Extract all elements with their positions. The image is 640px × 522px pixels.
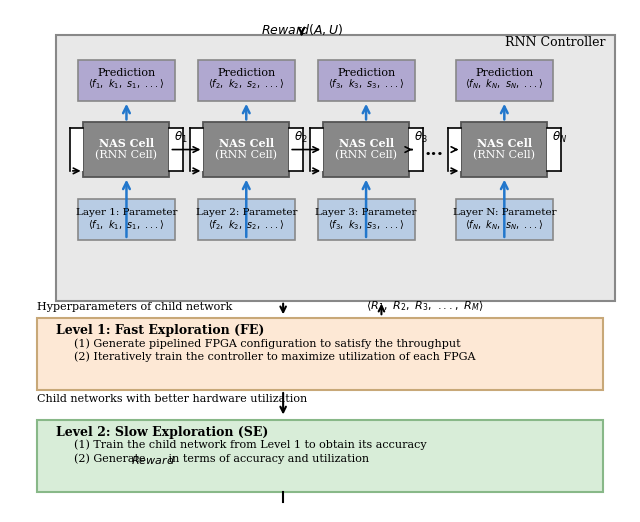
Text: ...: ...	[424, 140, 444, 159]
Bar	[198, 61, 295, 101]
Bar	[56, 35, 615, 301]
Text: $\langle f_{2},\ k_{2},\ s_{2},\ ...\rangle$: $\langle f_{2},\ k_{2},\ s_{2},\ ...\ran…	[208, 78, 284, 91]
Text: (RNN Cell): (RNN Cell)	[215, 150, 277, 161]
Text: $\theta_{N}$: $\theta_{N}$	[552, 130, 568, 145]
Text: $\langle R_1,\ R_2,\ R_3,\ ...,\ R_M\rangle$: $\langle R_1,\ R_2,\ R_3,\ ...,\ R_M\ran…	[366, 299, 484, 313]
Text: Prediction: Prediction	[337, 68, 396, 78]
Text: Level 1: Fast Exploration (FE): Level 1: Fast Exploration (FE)	[56, 324, 264, 337]
Text: $\langle f_{3},\ k_{3},\ s_{3},\ ...\rangle$: $\langle f_{3},\ k_{3},\ s_{3},\ ...\ran…	[328, 78, 404, 91]
Bar	[83, 122, 170, 177]
Text: NAS Cell: NAS Cell	[99, 138, 154, 149]
Bar	[198, 199, 295, 240]
Bar	[409, 128, 422, 171]
Bar	[547, 128, 561, 171]
Bar	[317, 61, 415, 101]
Text: Prediction: Prediction	[475, 68, 534, 78]
Text: Layer 2: Parameter: Layer 2: Parameter	[196, 208, 297, 217]
Text: Layer 3: Parameter: Layer 3: Parameter	[316, 208, 417, 217]
Text: (RNN Cell): (RNN Cell)	[95, 150, 157, 161]
Text: (2) Generate: (2) Generate	[74, 454, 149, 464]
Text: (RNN Cell): (RNN Cell)	[474, 150, 535, 161]
Bar	[204, 122, 289, 177]
Bar	[37, 420, 603, 492]
Text: $\theta_{2}$: $\theta_{2}$	[294, 130, 308, 145]
Text: $\mathit{Reward(A,U)}$: $\mathit{Reward(A,U)}$	[260, 21, 342, 37]
Text: NAS Cell: NAS Cell	[339, 138, 394, 149]
Bar	[70, 128, 83, 171]
Text: $\langle f_{N},\ k_{N},\ s_{N},\ ...\rangle$: $\langle f_{N},\ k_{N},\ s_{N},\ ...\ran…	[465, 219, 543, 232]
Text: $\mathit{Reward}$: $\mathit{Reward}$	[131, 454, 175, 466]
Text: $\langle f_{N},\ k_{N},\ s_{N},\ ...\rangle$: $\langle f_{N},\ k_{N},\ s_{N},\ ...\ran…	[465, 78, 543, 91]
Text: Prediction: Prediction	[217, 68, 275, 78]
Bar	[170, 128, 183, 171]
Text: NAS Cell: NAS Cell	[477, 138, 532, 149]
Bar	[456, 61, 553, 101]
Text: Level 2: Slow Exploration (SE): Level 2: Slow Exploration (SE)	[56, 426, 268, 439]
Bar	[323, 122, 409, 177]
Text: Child networks with better hardware utilization: Child networks with better hardware util…	[37, 394, 308, 404]
Text: $\theta_{1}$: $\theta_{1}$	[174, 130, 188, 145]
Text: (1) Generate pipelined FPGA configuration to satisfy the throughput: (1) Generate pipelined FPGA configuratio…	[74, 338, 461, 349]
Text: NAS Cell: NAS Cell	[219, 138, 274, 149]
Text: (RNN Cell): (RNN Cell)	[335, 150, 397, 161]
Bar	[448, 128, 461, 171]
Text: Hyperparameters of child network: Hyperparameters of child network	[37, 302, 233, 312]
Text: $\langle f_{2},\ k_{2},\ s_{2},\ ...\rangle$: $\langle f_{2},\ k_{2},\ s_{2},\ ...\ran…	[208, 219, 284, 232]
Bar	[189, 128, 204, 171]
Bar	[78, 199, 175, 240]
Text: (1) Train the child network from Level 1 to obtain its accuracy: (1) Train the child network from Level 1…	[74, 440, 427, 450]
Text: $\langle f_{3},\ k_{3},\ s_{3},\ ...\rangle$: $\langle f_{3},\ k_{3},\ s_{3},\ ...\ran…	[328, 219, 404, 232]
Text: RNN Controller: RNN Controller	[505, 37, 605, 50]
Text: Layer 1: Parameter: Layer 1: Parameter	[76, 208, 177, 217]
Bar	[37, 318, 603, 390]
Bar	[78, 61, 175, 101]
Bar	[289, 128, 303, 171]
Text: in terms of accuracy and utilization: in terms of accuracy and utilization	[164, 454, 369, 464]
Bar	[461, 122, 547, 177]
Text: $\langle f_{1},\ k_{1},\ s_{1},\ ...\rangle$: $\langle f_{1},\ k_{1},\ s_{1},\ ...\ran…	[88, 78, 164, 91]
Text: $\theta_{3}$: $\theta_{3}$	[414, 130, 428, 145]
Text: Layer N: Parameter: Layer N: Parameter	[452, 208, 556, 217]
Text: Prediction: Prediction	[97, 68, 156, 78]
Bar	[317, 199, 415, 240]
Bar	[310, 128, 323, 171]
Text: (2) Iteratively train the controller to maximize utilization of each FPGA: (2) Iteratively train the controller to …	[74, 352, 476, 362]
Bar	[456, 199, 553, 240]
Text: $\langle f_{1},\ k_{1},\ s_{1},\ ...\rangle$: $\langle f_{1},\ k_{1},\ s_{1},\ ...\ran…	[88, 219, 164, 232]
